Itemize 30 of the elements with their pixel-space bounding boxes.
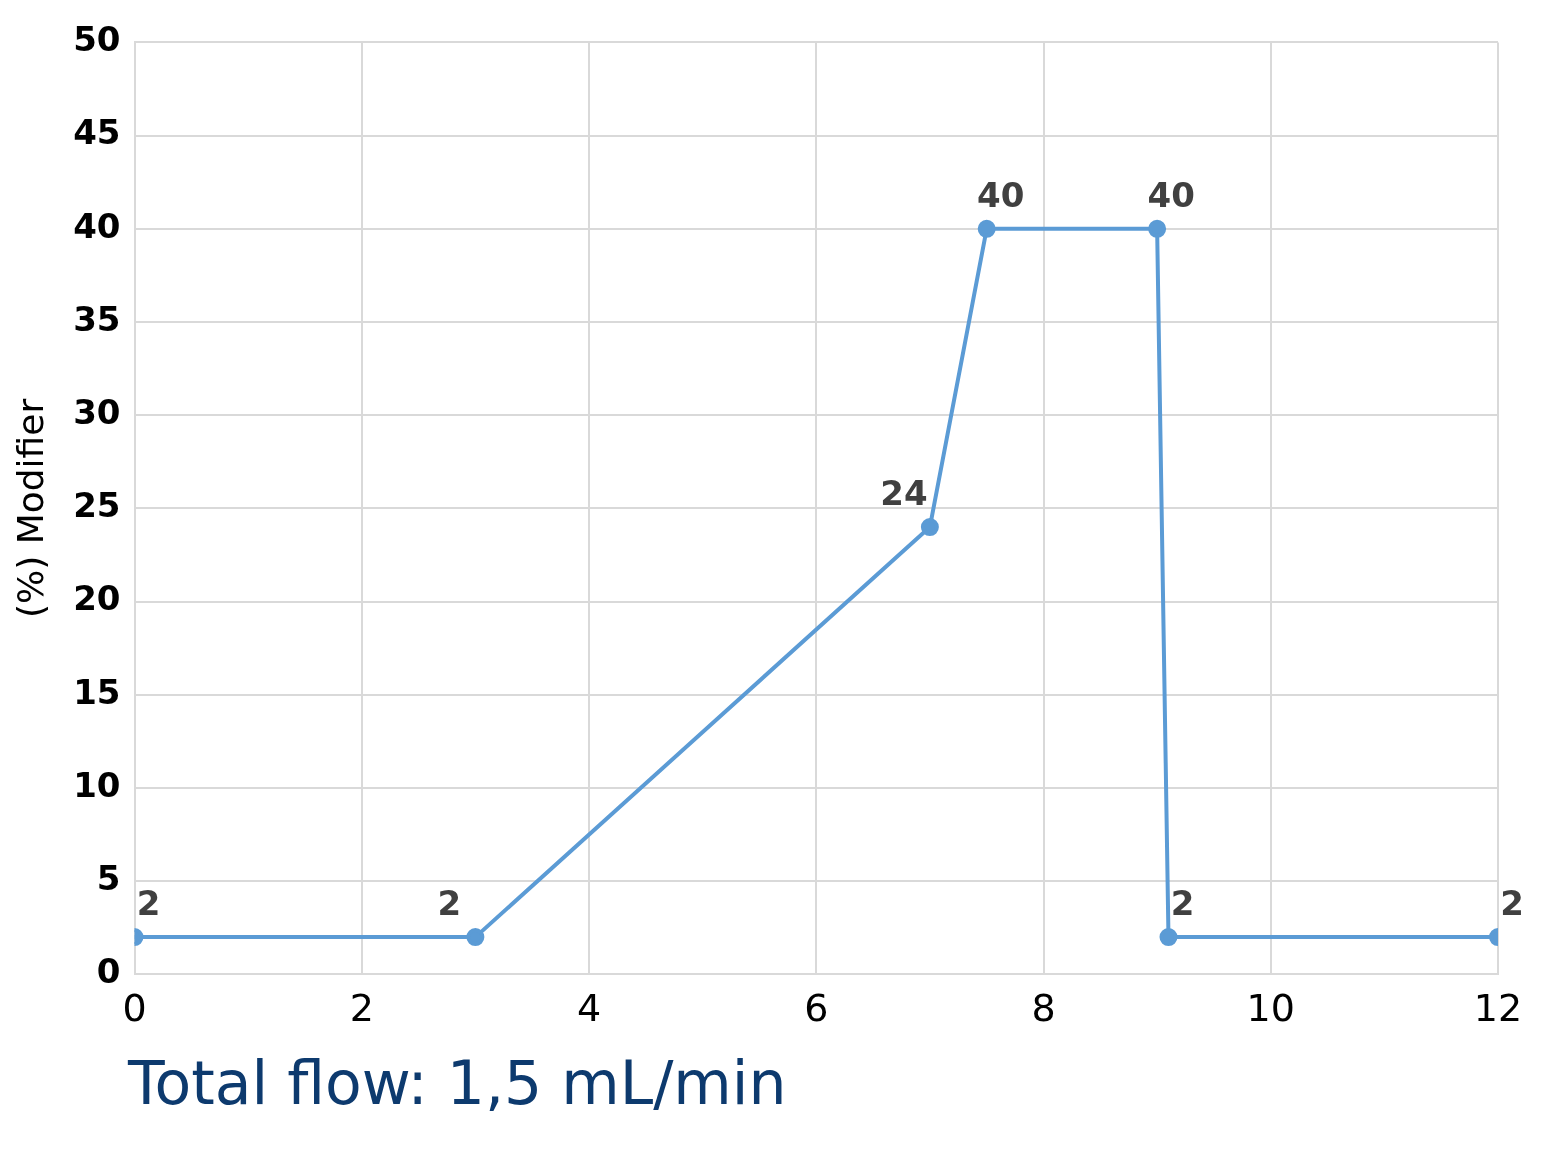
y-tick-label: 40 bbox=[73, 205, 121, 246]
point bbox=[977, 219, 996, 238]
y-tick-label: 25 bbox=[73, 485, 121, 526]
data-label: 2 bbox=[1500, 882, 1524, 923]
x-tick-label: 12 bbox=[1473, 986, 1523, 1031]
text: Total flow: 1,5 mL/min bbox=[128, 1048, 788, 1118]
y-tick-label: 45 bbox=[73, 112, 121, 153]
data-label: 2 bbox=[136, 882, 161, 923]
y-tick-label: 50 bbox=[73, 19, 121, 60]
data-label: 40 bbox=[1147, 174, 1195, 215]
point bbox=[1148, 219, 1167, 238]
y-tick-label: 10 bbox=[73, 764, 121, 805]
y-axis-title: (%) Modifier bbox=[9, 398, 51, 619]
y-tick-label: 0 bbox=[96, 951, 121, 992]
y-tick-label: 35 bbox=[73, 298, 121, 339]
x-tick-label: 6 bbox=[804, 986, 829, 1031]
data-label: 40 bbox=[977, 174, 1025, 215]
point bbox=[920, 518, 939, 537]
data-label: 24 bbox=[880, 472, 928, 513]
y-tick-label: 20 bbox=[73, 578, 121, 619]
point bbox=[1159, 928, 1178, 947]
y-tick-label: 5 bbox=[96, 858, 121, 899]
data-label: 2 bbox=[1170, 882, 1195, 923]
data-label: 2 bbox=[437, 882, 462, 923]
y-tick-label: 30 bbox=[73, 392, 121, 433]
y-tick-label: 15 bbox=[73, 671, 121, 712]
x-tick-label: 4 bbox=[576, 986, 602, 1031]
x-tick-label: 8 bbox=[1031, 986, 1056, 1031]
x-tick-label: 10 bbox=[1246, 986, 1295, 1031]
x-tick-label: 2 bbox=[349, 986, 374, 1031]
